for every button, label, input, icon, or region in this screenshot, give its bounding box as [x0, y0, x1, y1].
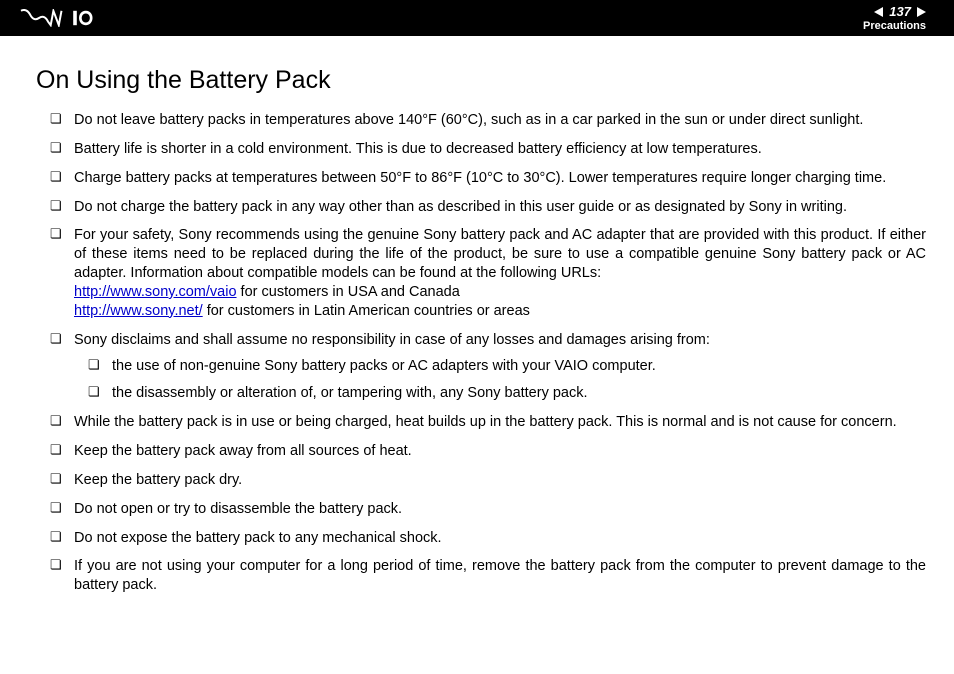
sub-list-item: the use of non-genuine Sony battery pack… — [88, 357, 926, 376]
vaio-logo — [20, 9, 130, 27]
prev-page-icon[interactable] — [874, 7, 883, 17]
item-text: Do not leave battery packs in temperatur… — [74, 112, 863, 128]
page-title: On Using the Battery Pack — [36, 66, 926, 95]
item-text: Charge battery packs at temperatures bet… — [74, 170, 886, 186]
link-sony-vaio[interactable]: http://www.sony.com/vaio — [74, 284, 237, 300]
link-after-text: for customers in Latin American countrie… — [203, 303, 530, 319]
item-text: the disassembly or alteration of, or tam… — [112, 385, 588, 401]
list-item: Keep the battery pack dry. — [50, 471, 926, 490]
item-text: For your safety, Sony recommends using t… — [74, 227, 926, 281]
document-header: 137 Precautions — [0, 0, 954, 36]
item-text: Battery life is shorter in a cold enviro… — [74, 141, 762, 157]
next-page-icon[interactable] — [917, 7, 926, 17]
list-item: If you are not using your computer for a… — [50, 557, 926, 595]
precautions-list: Do not leave battery packs in temperatur… — [36, 111, 926, 595]
document-content: On Using the Battery Pack Do not leave b… — [0, 36, 954, 595]
list-item: Sony disclaims and shall assume no respo… — [50, 331, 926, 404]
list-item: Do not expose the battery pack to any me… — [50, 529, 926, 548]
link-sony-net[interactable]: http://www.sony.net/ — [74, 303, 203, 319]
list-item: Charge battery packs at temperatures bet… — [50, 169, 926, 188]
item-text: Sony disclaims and shall assume no respo… — [74, 332, 710, 348]
item-text: Do not charge the battery pack in any wa… — [74, 199, 847, 215]
item-text: Do not expose the battery pack to any me… — [74, 530, 442, 546]
section-label: Precautions — [863, 20, 926, 32]
list-item: Do not open or try to disassemble the ba… — [50, 500, 926, 519]
page-number: 137 — [887, 4, 913, 19]
item-text: If you are not using your computer for a… — [74, 558, 926, 593]
item-text: the use of non-genuine Sony battery pack… — [112, 358, 656, 374]
list-item: For your safety, Sony recommends using t… — [50, 226, 926, 320]
list-item: Do not leave battery packs in temperatur… — [50, 111, 926, 130]
list-item: Do not charge the battery pack in any wa… — [50, 198, 926, 217]
page-nav: 137 — [863, 4, 926, 19]
item-text: While the battery pack is in use or bein… — [74, 414, 897, 430]
sub-list-item: the disassembly or alteration of, or tam… — [88, 384, 926, 403]
link-after-text: for customers in USA and Canada — [237, 284, 460, 300]
list-item: Battery life is shorter in a cold enviro… — [50, 140, 926, 159]
sub-list: the use of non-genuine Sony battery pack… — [74, 357, 926, 403]
header-right: 137 Precautions — [863, 4, 926, 32]
list-item: Keep the battery pack away from all sour… — [50, 442, 926, 461]
list-item: While the battery pack is in use or bein… — [50, 413, 926, 432]
item-text: Do not open or try to disassemble the ba… — [74, 501, 402, 517]
item-text: Keep the battery pack away from all sour… — [74, 443, 412, 459]
item-text: Keep the battery pack dry. — [74, 472, 242, 488]
